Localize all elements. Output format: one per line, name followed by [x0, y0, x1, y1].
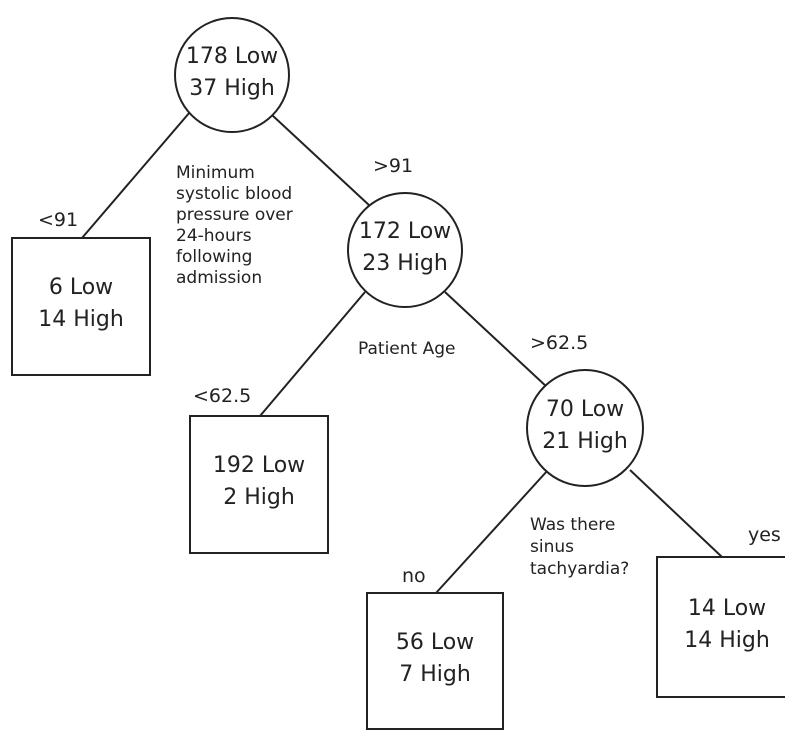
- node-text: 178 Low: [186, 44, 278, 69]
- node-circle: [347, 192, 463, 308]
- node-text: 172 Low: [359, 219, 451, 244]
- leaf-box: [11, 237, 151, 376]
- edge-label: >62.5: [530, 332, 588, 354]
- edges: [81, 111, 723, 594]
- node-text: 23 High: [362, 251, 448, 276]
- edge: [629, 469, 723, 558]
- node-text: 14 High: [684, 628, 770, 653]
- edge-label: <62.5: [193, 385, 251, 407]
- question-text: sinus: [530, 537, 574, 557]
- question-text: pressure over: [176, 205, 293, 225]
- leaf-box: [656, 556, 785, 698]
- texts: 178 Low 37 High 6 Low 14 High 172 Low 23 High…: [38, 44, 781, 687]
- node-text: 21 High: [542, 429, 628, 454]
- node-text: 37 High: [189, 76, 275, 101]
- edge: [259, 291, 366, 417]
- node-text: 70 Low: [546, 397, 624, 422]
- edge-label: no: [402, 565, 426, 587]
- node-circle: [174, 17, 290, 133]
- edge: [435, 469, 549, 594]
- question-text: Patient Age: [358, 339, 455, 359]
- question-text: Minimum: [176, 163, 255, 183]
- edge-label: <91: [38, 209, 78, 231]
- edge-label: >91: [373, 155, 413, 177]
- question-text: admission: [176, 268, 262, 288]
- edge: [81, 111, 191, 239]
- question-text: 24-hours: [176, 226, 252, 246]
- question-text: systolic blood: [176, 184, 292, 204]
- question-text: tachyardia?: [530, 559, 629, 579]
- question-text: Was there: [530, 515, 615, 535]
- node-text: 14 Low: [688, 596, 766, 621]
- leaf-box: [366, 592, 504, 730]
- node-text: 192 Low: [213, 453, 305, 478]
- node-text: 56 Low: [396, 630, 474, 655]
- edge: [444, 291, 549, 389]
- shapes: [11, 17, 785, 730]
- node-text: 2 High: [223, 485, 295, 510]
- edge-label: yes: [748, 524, 781, 546]
- question-text: following: [176, 247, 252, 267]
- node-circle: [526, 369, 644, 487]
- edge: [271, 114, 371, 207]
- node-text: 14 High: [38, 307, 124, 332]
- node-text: 6 Low: [49, 275, 113, 300]
- node-text: 7 High: [399, 662, 471, 687]
- leaf-box: [189, 415, 329, 554]
